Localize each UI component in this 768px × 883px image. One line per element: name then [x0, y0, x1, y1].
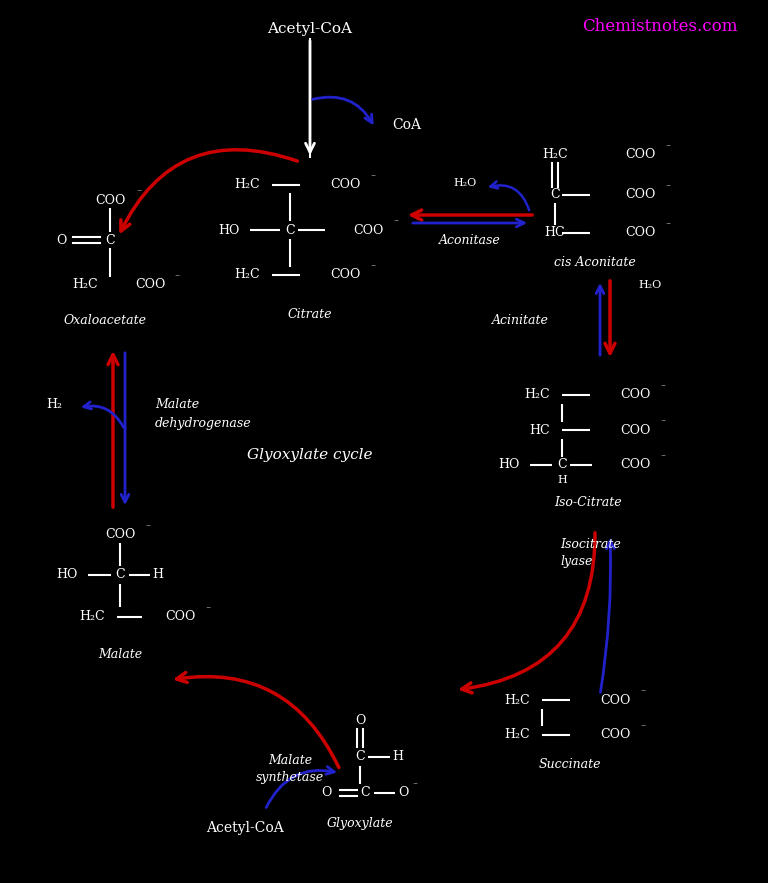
Text: synthetase: synthetase: [256, 772, 324, 784]
Text: HO: HO: [57, 569, 78, 582]
Text: H₂O: H₂O: [638, 280, 661, 290]
Text: O: O: [355, 713, 366, 727]
Text: COO: COO: [625, 188, 655, 201]
Text: COO: COO: [165, 610, 195, 623]
Text: ⁻: ⁻: [641, 723, 646, 733]
Text: Oxaloacetate: Oxaloacetate: [64, 313, 147, 327]
Text: COO: COO: [625, 227, 655, 239]
Text: COO: COO: [620, 389, 650, 402]
Text: H₂: H₂: [46, 398, 62, 411]
Text: COO: COO: [94, 193, 125, 207]
Text: ⁻: ⁻: [205, 606, 210, 615]
Text: COO: COO: [329, 178, 360, 192]
Text: C: C: [550, 188, 560, 201]
Text: cis Aconitate: cis Aconitate: [554, 256, 636, 269]
Text: ⁻: ⁻: [641, 689, 646, 698]
Text: H₂O: H₂O: [453, 178, 477, 188]
Text: COO: COO: [329, 268, 360, 282]
Text: C: C: [558, 458, 567, 472]
Text: Acinitate: Acinitate: [492, 313, 548, 327]
Text: H: H: [153, 569, 164, 582]
Text: ⁻: ⁻: [370, 173, 376, 183]
Text: H₂C: H₂C: [234, 268, 260, 282]
Text: ⁻: ⁻: [370, 263, 376, 273]
Text: ⁻: ⁻: [393, 218, 399, 228]
Text: COO: COO: [600, 728, 631, 742]
Text: COO: COO: [353, 223, 383, 237]
Text: ⁻: ⁻: [660, 383, 666, 393]
Text: Glyoxylate cycle: Glyoxylate cycle: [247, 448, 372, 462]
Text: Malate: Malate: [98, 648, 142, 661]
Text: Isocitrate: Isocitrate: [560, 539, 621, 552]
Text: H: H: [557, 475, 567, 485]
Text: Malate: Malate: [268, 753, 312, 766]
Text: Aconitase: Aconitase: [439, 233, 501, 246]
Text: COO: COO: [625, 148, 655, 162]
Text: lyase: lyase: [560, 555, 592, 569]
Text: COO: COO: [620, 458, 650, 472]
Text: Acetyl-CoA: Acetyl-CoA: [206, 821, 284, 835]
Text: HO: HO: [498, 458, 520, 472]
Text: O: O: [57, 233, 67, 246]
Text: ⁻: ⁻: [665, 222, 670, 230]
Text: CoA: CoA: [392, 118, 421, 132]
Text: COO: COO: [135, 278, 165, 291]
Text: Chemistnotes.com: Chemistnotes.com: [582, 18, 738, 35]
Text: C: C: [105, 233, 114, 246]
Text: ⁻: ⁻: [145, 524, 151, 532]
Text: C: C: [115, 569, 125, 582]
Text: ⁻: ⁻: [174, 274, 180, 283]
Text: ⁻: ⁻: [137, 188, 141, 198]
Text: O: O: [322, 787, 332, 799]
Text: H₂C: H₂C: [79, 610, 105, 623]
Text: H₂C: H₂C: [234, 178, 260, 192]
Text: HC: HC: [545, 227, 565, 239]
Text: ⁻: ⁻: [665, 144, 670, 153]
Text: dehydrogenase: dehydrogenase: [155, 417, 252, 429]
Text: ⁻: ⁻: [412, 781, 418, 790]
Text: Acetyl-CoA: Acetyl-CoA: [267, 22, 353, 36]
Text: HO: HO: [219, 223, 240, 237]
Text: COO: COO: [620, 424, 650, 436]
Text: C: C: [355, 751, 365, 764]
Text: COO: COO: [600, 693, 631, 706]
Text: Glyoxylate: Glyoxylate: [326, 817, 393, 829]
Text: H₂C: H₂C: [72, 278, 98, 291]
Text: COO: COO: [104, 529, 135, 541]
Text: ⁻: ⁻: [665, 184, 670, 192]
Text: H₂C: H₂C: [505, 728, 530, 742]
Text: H: H: [392, 751, 403, 764]
Text: H₂C: H₂C: [525, 389, 550, 402]
Text: H₂C: H₂C: [542, 148, 568, 162]
Text: Iso-Citrate: Iso-Citrate: [554, 496, 622, 509]
Text: Citrate: Citrate: [288, 308, 333, 321]
Text: ⁻: ⁻: [660, 419, 666, 427]
Text: Malate: Malate: [155, 398, 199, 411]
Text: H₂C: H₂C: [505, 693, 530, 706]
Text: C: C: [285, 223, 295, 237]
Text: C: C: [360, 787, 370, 799]
Text: Succinate: Succinate: [538, 758, 601, 772]
Text: ⁻: ⁻: [660, 454, 666, 463]
Text: O: O: [398, 787, 408, 799]
Text: HC: HC: [529, 424, 550, 436]
